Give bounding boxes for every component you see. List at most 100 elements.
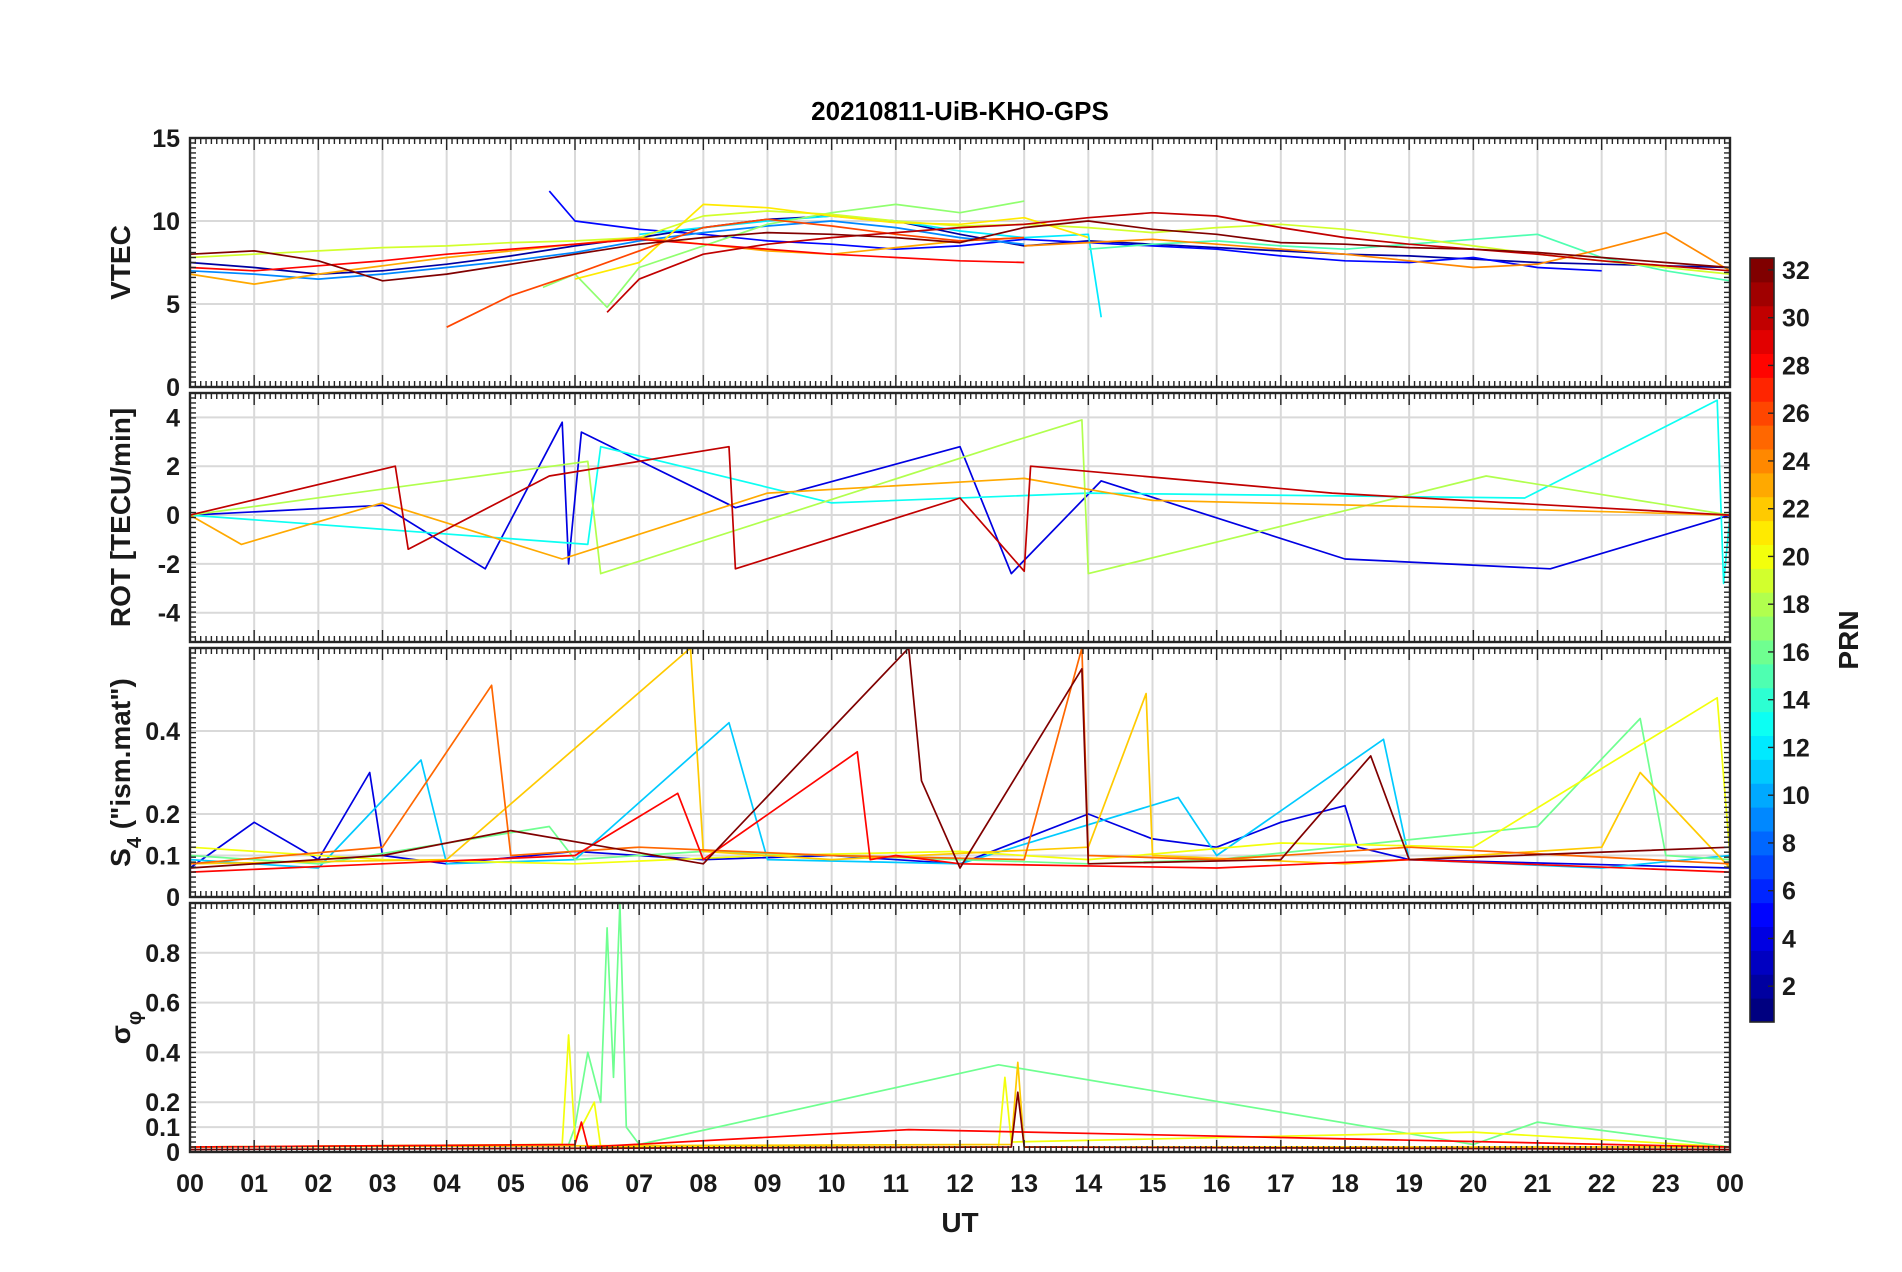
y-tick-label: 0 — [166, 502, 180, 530]
series-line-prn-28 — [189, 750, 1731, 873]
series-line-prn-30 — [189, 445, 1731, 573]
x-tick-label: 00 — [176, 1170, 204, 1198]
panel-vtec: 0 5 10 15 VTEC — [105, 125, 1732, 402]
y-tick-label: 0.1 — [145, 1114, 180, 1142]
x-tick-label: 06 — [561, 1170, 589, 1198]
series-line-prn-20 — [189, 696, 1731, 865]
series-line-prn-13 — [189, 399, 1731, 585]
colorbar-tick-label: 16 — [1782, 639, 1810, 667]
y-tick-label: 5 — [166, 291, 180, 319]
y-tick-label: 0.4 — [145, 718, 180, 746]
colorbar-swatch — [1750, 520, 1774, 545]
colorbar-tick-label: 14 — [1782, 687, 1810, 715]
colorbar-tick-label: 6 — [1782, 878, 1796, 906]
y-tick-label: -4 — [158, 600, 180, 628]
series-line-prn-23 — [189, 477, 1731, 560]
x-tick-label: 23 — [1652, 1170, 1680, 1198]
colorbar-swatch — [1750, 807, 1774, 832]
x-tick-label: 19 — [1395, 1170, 1423, 1198]
series-line-prn-22 — [189, 647, 1731, 869]
colorbar-swatch — [1750, 329, 1774, 354]
colorbar-swatch — [1750, 854, 1774, 880]
x-tick-label: 12 — [946, 1170, 974, 1198]
colorbar-swatch — [1750, 902, 1774, 927]
x-tick-label: 13 — [1010, 1170, 1038, 1198]
y-tick-label: 10 — [152, 208, 180, 236]
colorbar-swatch — [1750, 281, 1774, 307]
colorbar-swatch — [1750, 998, 1774, 1023]
colorbar-swatch — [1750, 616, 1774, 641]
y-tick-label: 15 — [152, 125, 180, 153]
x-tick-label: 07 — [625, 1170, 653, 1198]
x-tick-label: 02 — [304, 1170, 332, 1198]
series-line-prn-25 — [189, 647, 1731, 865]
colorbar-tick-label: 32 — [1782, 257, 1810, 285]
colorbar-swatch — [1750, 759, 1774, 784]
colorbar-tick-label: 22 — [1782, 496, 1810, 524]
colorbar-swatch — [1750, 663, 1774, 689]
x-tick-label: 05 — [497, 1170, 525, 1198]
y-tick-label: 0 — [166, 884, 180, 912]
y-axis-label-rot: ROT [TECU/min] — [105, 408, 136, 627]
colorbar-swatch — [1750, 568, 1774, 593]
y-tick-label: 0.2 — [145, 801, 180, 829]
colorbar-tick-label: 12 — [1782, 734, 1810, 762]
x-tick-label: 10 — [818, 1170, 846, 1198]
x-tick-label: 22 — [1588, 1170, 1616, 1198]
colorbar-swatch — [1750, 950, 1774, 975]
colorbar-tick-label: 18 — [1782, 591, 1810, 619]
colorbar-frame — [1749, 257, 1775, 1023]
colorbar-tick-label: 2 — [1782, 973, 1796, 1001]
colorbar-tick-label: 8 — [1782, 830, 1796, 858]
series-line-prn-26 — [446, 218, 1025, 328]
colorbar-tick-label: 10 — [1782, 782, 1810, 810]
x-tick-label: 11 — [883, 1170, 910, 1198]
series-line-prn-16 — [189, 717, 1731, 865]
x-tick-label: 14 — [1074, 1170, 1102, 1198]
series-line-prn-4 — [189, 771, 1731, 869]
series-line-prn-16 — [189, 902, 1731, 1148]
x-tick-label: 08 — [689, 1170, 717, 1198]
y-axis-label-vtec: VTEC — [105, 225, 136, 300]
y-tick-label: 4 — [166, 404, 180, 432]
x-tick-label: 15 — [1139, 1170, 1167, 1198]
colorbar-swatch — [1750, 377, 1774, 402]
y-tick-label: 0.1 — [145, 843, 180, 871]
y-tick-label: 0.8 — [145, 940, 180, 968]
y-tick-label: 0.6 — [145, 990, 180, 1018]
y-tick-label: 0.2 — [145, 1089, 180, 1117]
series-line-prn-2 — [189, 215, 1731, 275]
x-tick-label: 09 — [754, 1170, 782, 1198]
series-line-prn-32 — [189, 647, 1731, 869]
colorbar-swatch — [1750, 711, 1774, 736]
x-tick-label: 20 — [1459, 1170, 1487, 1198]
x-tick-label: 18 — [1331, 1170, 1359, 1198]
chart-title: 20210811-UiB-KHO-GPS — [811, 96, 1109, 126]
x-tick-label: 16 — [1203, 1170, 1231, 1198]
panel-sigma-phi: 00.10.2 0.4 0.6 0.8 σφ — [105, 901, 1732, 1167]
series-line-prn-4 — [189, 421, 1731, 575]
series-line-prn-18 — [189, 419, 1731, 575]
colorbar-swatch — [1750, 472, 1774, 498]
colorbar-tick-label: 26 — [1782, 400, 1810, 428]
colorbar-swatch — [1750, 425, 1774, 450]
x-axis-label: UT — [941, 1207, 978, 1238]
y-tick-label: 0.4 — [145, 1039, 180, 1067]
colorbar-tick-label: 20 — [1782, 543, 1810, 571]
x-tick-label: 21 — [1524, 1170, 1552, 1198]
y-tick-label: -2 — [158, 551, 180, 579]
series-line-prn-19 — [189, 210, 1731, 275]
series-line-prn-24 — [1024, 231, 1731, 272]
series-line-prn-30 — [606, 211, 1731, 313]
series-line-prn-32 — [189, 220, 1731, 282]
y-tick-label: 2 — [166, 453, 180, 481]
panel-rot: -4 -2 0 2 4 ROT [TECU/min] — [105, 391, 1732, 644]
colorbar-label: PRN — [1833, 610, 1864, 669]
x-tick-label: 17 — [1267, 1170, 1295, 1198]
colorbar-tick-label: 4 — [1782, 925, 1796, 953]
x-axis-ticks: 00 01 02 03 04 05 06 07 08 09 10 11 12 13 14 15 16 17 18 19… — [176, 1170, 1744, 1198]
colorbar-tick-label: 30 — [1782, 305, 1810, 333]
